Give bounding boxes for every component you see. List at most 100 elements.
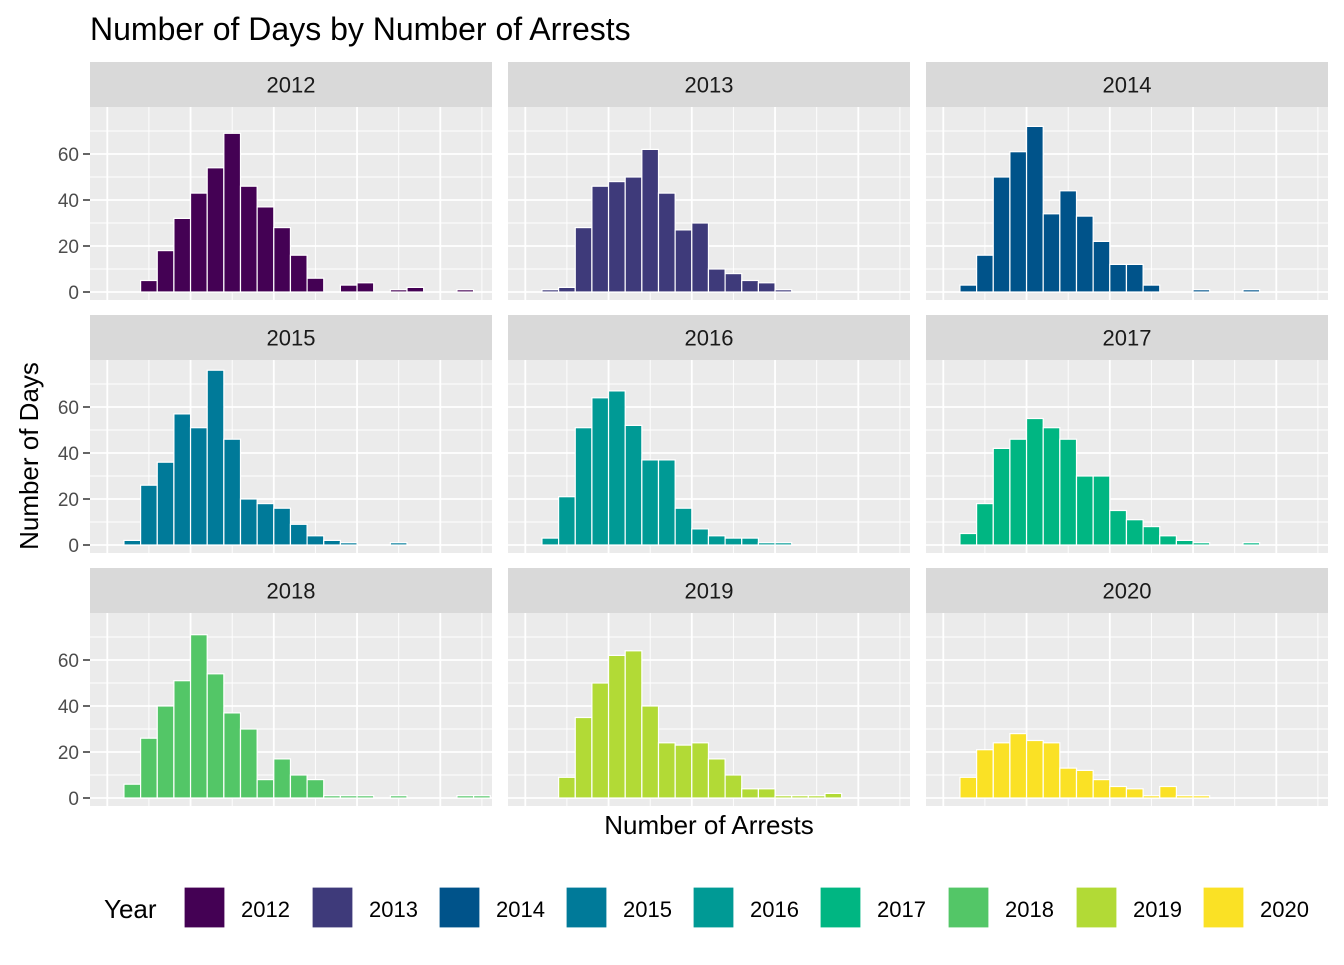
- histogram-bar: [389, 795, 408, 799]
- histogram-bar: [724, 774, 743, 799]
- histogram-bar: [1125, 519, 1144, 546]
- histogram-bar: [1075, 215, 1094, 293]
- facet-strip: [508, 315, 910, 360]
- histogram-bar: [992, 176, 1011, 293]
- facet-strip-label: 2013: [685, 73, 734, 98]
- histogram-bar: [557, 286, 576, 293]
- histogram-bar: [807, 795, 826, 799]
- histogram-bar: [339, 542, 358, 546]
- legend-label: 2013: [369, 897, 418, 922]
- histogram-bar: [624, 176, 643, 293]
- histogram-bar: [1059, 190, 1078, 293]
- facet-panel-2012: 2012 0 20 40 60: [58, 62, 492, 304]
- histogram-bar: [140, 484, 158, 546]
- histogram-bar: [1075, 769, 1094, 799]
- histogram-bar: [239, 185, 258, 293]
- histogram-bar: [239, 498, 258, 546]
- histogram-bar: [557, 496, 576, 546]
- facet-panel-2019: 2019: [508, 568, 910, 806]
- histogram-bar: [356, 795, 375, 799]
- facet-strip-label: 2019: [685, 579, 734, 604]
- histogram-bar: [607, 390, 626, 546]
- histogram-bar: [1242, 542, 1261, 546]
- histogram-bar: [591, 397, 610, 546]
- histogram-bar: [741, 788, 759, 799]
- facet-panel-2015: 2015 0 20 40 60: [58, 315, 492, 557]
- histogram-bar: [691, 222, 710, 293]
- histogram-bar: [1025, 125, 1044, 293]
- histogram-bar: [156, 705, 175, 799]
- histogram-bar: [707, 535, 726, 546]
- histogram-bar: [657, 192, 676, 293]
- y-tick-label: 20: [58, 490, 79, 511]
- histogram-bar: [1042, 742, 1061, 799]
- histogram-bar: [1009, 151, 1028, 293]
- histogram-bar: [541, 289, 560, 293]
- histogram-bar: [607, 181, 626, 293]
- histogram-bar: [992, 447, 1011, 546]
- histogram-bar: [674, 229, 693, 293]
- facet-strip: [90, 62, 492, 107]
- histogram-bar: [757, 788, 776, 799]
- y-axis-title: Number of Days: [14, 362, 44, 550]
- histogram-bar: [1175, 539, 1194, 546]
- legend-label: 2012: [241, 897, 290, 922]
- histogram-bar: [456, 289, 475, 293]
- y-tick-label: 20: [58, 237, 79, 258]
- histogram-bar: [1092, 240, 1111, 293]
- histogram-bar: [273, 227, 292, 293]
- histogram-bar: [1059, 767, 1078, 799]
- legend-item-2015: 2015: [565, 886, 672, 929]
- y-tick-label: 60: [58, 651, 79, 672]
- histogram-bar: [323, 795, 341, 799]
- legend-item-2013: 2013: [311, 886, 418, 929]
- histogram-bar: [189, 634, 208, 799]
- histogram-bar: [557, 776, 576, 799]
- histogram-bar: [1109, 263, 1128, 293]
- y-tick-label: 60: [58, 398, 79, 419]
- facet-panel-2014: 2014: [926, 62, 1328, 300]
- histogram-bar: [959, 776, 978, 799]
- histogram-bar: [306, 535, 325, 546]
- histogram-bar: [975, 749, 994, 799]
- histogram-bar: [223, 712, 242, 799]
- histogram-bar: [406, 286, 425, 293]
- histogram-bar: [824, 792, 843, 799]
- histogram-bar: [591, 682, 610, 799]
- legend-item-2016: 2016: [692, 886, 799, 929]
- histogram-bar: [389, 289, 408, 293]
- legend-label: 2020: [1260, 897, 1309, 922]
- facet-strip-label: 2012: [267, 73, 316, 98]
- histogram-bar: [1075, 475, 1094, 546]
- y-tick-label: 0: [68, 789, 79, 810]
- histogram-bar: [206, 369, 225, 546]
- legend-item-2014: 2014: [438, 886, 545, 929]
- legend-label: 2014: [496, 897, 545, 922]
- histogram-bar: [741, 279, 759, 293]
- legend: Year 2012 2013 2014 2015 2016 2017 2018 2019 202…: [104, 886, 1309, 929]
- facet-strip: [926, 62, 1328, 107]
- histogram-bar: [339, 795, 358, 799]
- legend-swatch: [819, 886, 862, 929]
- histogram-bar: [1109, 509, 1128, 546]
- histogram-bar: [707, 268, 726, 293]
- legend-item-2012: 2012: [183, 886, 290, 929]
- facet-panel-2017: 2017: [926, 315, 1328, 553]
- histogram-bar: [1192, 795, 1211, 799]
- histogram-bar: [123, 783, 142, 799]
- legend-label: 2019: [1133, 897, 1182, 922]
- histogram-bar: [1025, 739, 1044, 799]
- histogram-bar: [1009, 732, 1028, 799]
- histogram-bar: [123, 539, 142, 546]
- histogram-bar: [140, 279, 158, 293]
- histogram-bar: [206, 167, 225, 293]
- histogram-bar: [456, 795, 475, 799]
- histogram-bar: [1159, 535, 1177, 546]
- histogram-bar: [975, 503, 994, 546]
- histogram-bar: [641, 148, 660, 293]
- facet-strip-label: 2016: [685, 326, 734, 351]
- histogram-bar: [156, 461, 175, 546]
- histogram-bar: [607, 654, 626, 799]
- histogram-bar: [1192, 289, 1211, 293]
- histogram-bar: [774, 795, 793, 799]
